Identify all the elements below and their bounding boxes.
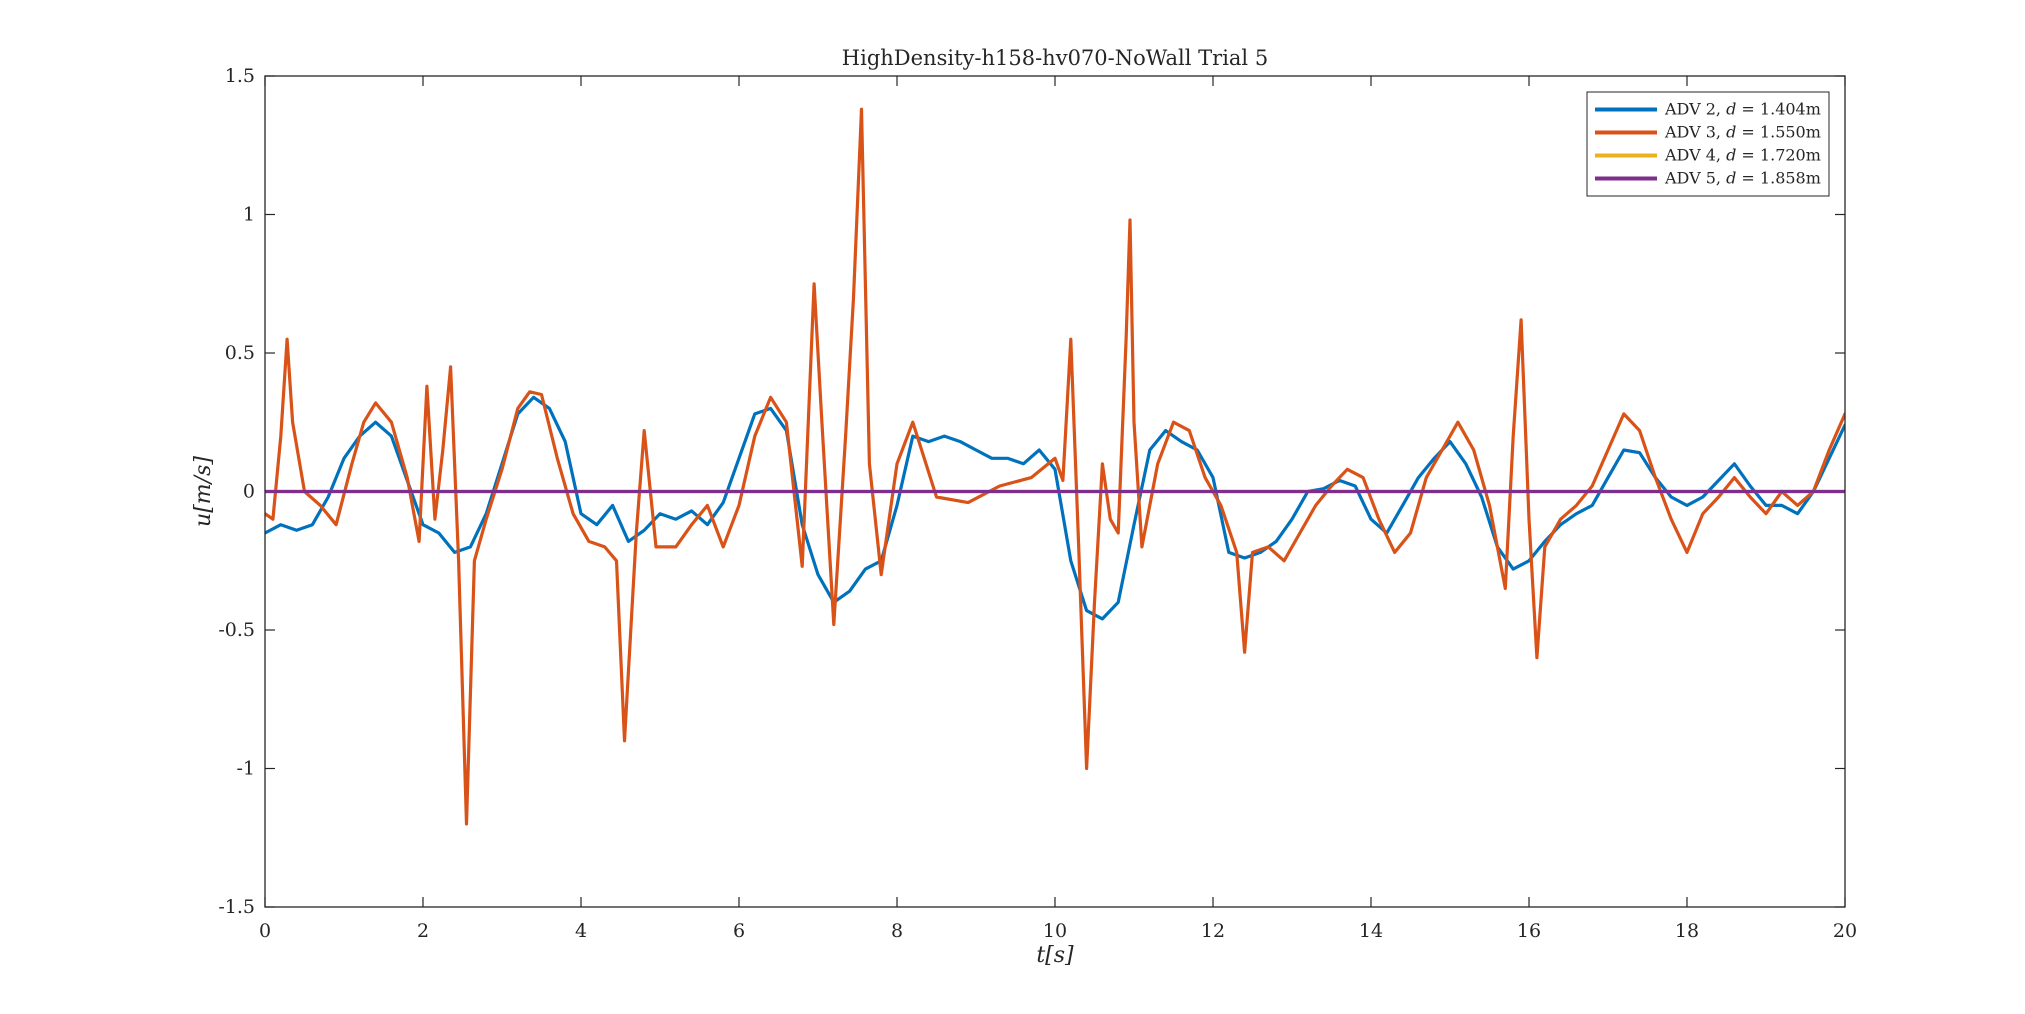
legend-entry-part: ADV 5, [1664, 169, 1726, 188]
legend-entry-part: d [1726, 123, 1736, 142]
legend-entry: ADV 4, d = 1.720m [1664, 146, 1821, 165]
legend-entry-part: = 1.550m [1736, 123, 1821, 142]
x-tick-label: 10 [1043, 920, 1067, 942]
plot-area: 0 2 4 6 8 10 12 14 16 18 20 -1.5 -1 -0.5 0 0.5 1 1.5 [218, 65, 1857, 942]
legend-entry: ADV 3, d = 1.550m [1664, 123, 1821, 142]
x-tick-label: 12 [1201, 920, 1225, 942]
y-tick-label: 0.5 [225, 342, 255, 364]
y-axis-title: u[m/s] [191, 456, 216, 527]
legend-entry: ADV 5, d = 1.858m [1664, 169, 1821, 188]
x-axis-title: t[s] [1036, 943, 1074, 968]
x-tick-label: 14 [1359, 920, 1383, 942]
series-layer [265, 107, 1845, 826]
legend-entry-part: d [1726, 169, 1736, 188]
legend-entry-part: ADV 2, [1664, 100, 1726, 119]
plot-frame [264, 75, 1846, 908]
y-tick-label: 1 [243, 204, 255, 226]
legend-entry-part: ADV 3, [1664, 123, 1726, 142]
x-tick-label: 8 [891, 920, 903, 942]
y-tick-label: 1.5 [225, 65, 255, 87]
x-tick-label: 16 [1517, 920, 1541, 942]
legend-entry-part: d [1726, 146, 1736, 165]
legend-entry-part: d [1726, 100, 1736, 119]
legend-entry-part: = 1.404m [1736, 100, 1821, 119]
y-tick-label: -1.5 [218, 896, 255, 918]
x-tick-label: 4 [575, 920, 587, 942]
series-line-adv-3 [265, 107, 1845, 826]
y-tick-label: -0.5 [218, 619, 255, 641]
legend: ADV 2, d = 1.404m ADV 3, d = 1.550m ADV 4,… [1586, 91, 1830, 197]
x-tick-label: 6 [733, 920, 745, 942]
legend-entry: ADV 2, d = 1.404m [1664, 100, 1821, 119]
legend-entry-part: = 1.858m [1736, 169, 1821, 188]
x-tick-label: 18 [1675, 920, 1699, 942]
x-tick-label: 2 [417, 920, 429, 942]
legend-entry-part: = 1.720m [1736, 146, 1821, 165]
chart-title: HighDensity-h158-hv070-NoWall Trial 5 [842, 46, 1268, 70]
legend-entry-part: ADV 4, [1664, 146, 1726, 165]
x-tick-label: 20 [1833, 920, 1857, 942]
y-tick-label: 0 [243, 481, 255, 503]
y-tick-label: -1 [236, 758, 255, 780]
series-line-adv-2 [265, 395, 1845, 621]
x-tick-label: 0 [259, 920, 271, 942]
